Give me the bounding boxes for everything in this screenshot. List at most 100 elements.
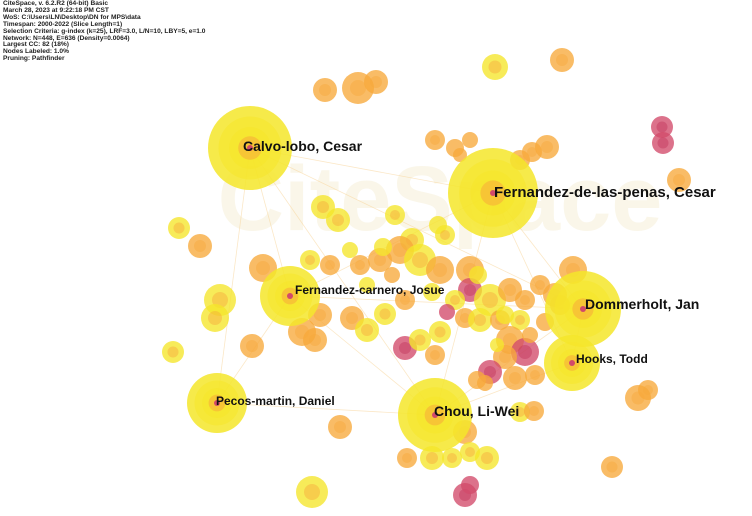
author-hub-node[interactable]	[448, 148, 538, 238]
author-hub-node[interactable]	[208, 106, 292, 190]
label-dommerholt-jan[interactable]: Dommerholt, Jan	[585, 296, 699, 312]
author-node[interactable]	[162, 341, 184, 363]
author-node[interactable]	[355, 318, 379, 342]
author-node[interactable]	[461, 476, 479, 494]
author-hub-node[interactable]	[544, 335, 600, 391]
author-node[interactable]	[328, 415, 352, 439]
node-ring-outer	[300, 250, 320, 270]
author-node[interactable]	[374, 303, 396, 325]
author-node[interactable]	[303, 328, 327, 352]
node-ring-outer	[420, 446, 444, 470]
author-node[interactable]	[201, 304, 229, 332]
node-core	[569, 360, 575, 366]
author-node[interactable]	[439, 304, 455, 320]
author-node[interactable]	[469, 266, 487, 284]
author-node[interactable]	[652, 132, 674, 154]
collaboration-link	[249, 147, 584, 310]
author-node[interactable]	[601, 456, 623, 478]
author-node[interactable]	[462, 132, 478, 148]
author-node[interactable]	[326, 208, 350, 232]
author-node[interactable]	[510, 310, 530, 330]
node-ring-inner	[304, 484, 320, 500]
node-ring-outer	[384, 267, 400, 283]
author-node[interactable]	[515, 290, 535, 310]
label-hooks-todd[interactable]: Hooks, Todd	[576, 352, 648, 366]
author-node[interactable]	[364, 70, 388, 94]
node-ring-outer	[313, 78, 337, 102]
node-ring-inner	[208, 311, 222, 325]
author-node[interactable]	[525, 365, 545, 385]
node-ring-inner	[556, 54, 568, 66]
node-ring-inner	[402, 453, 412, 463]
node-ring-inner	[474, 314, 486, 326]
author-node[interactable]	[426, 256, 454, 284]
author-node[interactable]	[359, 277, 375, 293]
node-ring-outer	[364, 70, 388, 94]
author-node[interactable]	[374, 238, 392, 256]
author-node[interactable]	[496, 306, 514, 324]
author-node[interactable]	[638, 380, 658, 400]
author-node[interactable]	[468, 308, 492, 332]
node-ring-inner	[412, 252, 428, 268]
author-node[interactable]	[453, 148, 467, 162]
node-ring-inner	[434, 326, 446, 338]
author-node[interactable]	[482, 54, 508, 80]
author-node[interactable]	[524, 401, 544, 421]
meta-line: Network: N=448, E=636 (Density=0.0064)	[3, 34, 130, 42]
author-node[interactable]	[168, 217, 190, 239]
label-calvo-lobo-cesar[interactable]: Calvo-lobo, Cesar	[243, 138, 363, 154]
author-hub-node[interactable]	[545, 271, 621, 347]
author-node[interactable]	[503, 366, 527, 390]
author-node[interactable]	[188, 234, 212, 258]
author-node[interactable]	[460, 442, 480, 462]
node-ring-inner	[465, 447, 475, 457]
node-ring-inner	[541, 141, 553, 153]
author-node[interactable]	[425, 345, 445, 365]
author-node[interactable]	[435, 225, 455, 245]
author-node[interactable]	[397, 448, 417, 468]
author-node[interactable]	[511, 338, 539, 366]
author-hub-node[interactable]	[398, 378, 472, 452]
node-ring-inner	[414, 334, 426, 346]
author-node[interactable]	[420, 446, 444, 470]
author-node[interactable]	[300, 250, 320, 270]
author-node[interactable]	[535, 135, 559, 159]
label-fernandez-carnero-josue[interactable]: Fernandez-carnero, Josue	[295, 283, 445, 297]
author-node[interactable]	[474, 284, 506, 316]
author-node[interactable]	[240, 334, 264, 358]
author-node[interactable]	[395, 290, 415, 310]
author-node[interactable]	[667, 168, 691, 192]
author-node[interactable]	[425, 130, 445, 150]
author-node[interactable]	[385, 205, 405, 225]
author-node[interactable]	[409, 329, 431, 351]
author-node[interactable]	[550, 48, 574, 72]
author-node[interactable]	[313, 78, 337, 102]
author-node[interactable]	[490, 338, 504, 352]
author-node[interactable]	[429, 321, 451, 343]
author-node[interactable]	[350, 255, 370, 275]
author-node[interactable]	[468, 371, 486, 389]
node-ring-inner	[606, 461, 618, 473]
node-ring-inner	[346, 312, 358, 324]
author-node[interactable]	[296, 476, 328, 508]
node-ring-outer	[303, 328, 327, 352]
author-node[interactable]	[651, 116, 673, 138]
author-node[interactable]	[384, 267, 400, 283]
author-node[interactable]	[342, 242, 358, 258]
author-hub-node[interactable]	[187, 373, 247, 433]
author-node[interactable]	[475, 446, 499, 470]
author-node[interactable]	[442, 448, 462, 468]
meta-line: Largest CC: 82 (18%)	[3, 41, 69, 49]
author-node[interactable]	[423, 283, 441, 301]
node-ring-outer	[522, 327, 538, 343]
node-ring-inner	[212, 292, 228, 308]
author-node[interactable]	[320, 255, 340, 275]
label-fernandez-de-las-penas-cesar[interactable]: Fernandez-de-las-penas, Cesar	[494, 184, 716, 201]
label-pecos-martin-daniel[interactable]: Pecos-martin, Daniel	[216, 394, 335, 408]
author-node[interactable]	[522, 327, 538, 343]
node-ring-outer	[350, 255, 370, 275]
author-hub-node[interactable]	[260, 266, 320, 326]
node-ring-outer	[515, 290, 535, 310]
label-chou-li-wei[interactable]: Chou, Li-Wei	[434, 403, 519, 419]
